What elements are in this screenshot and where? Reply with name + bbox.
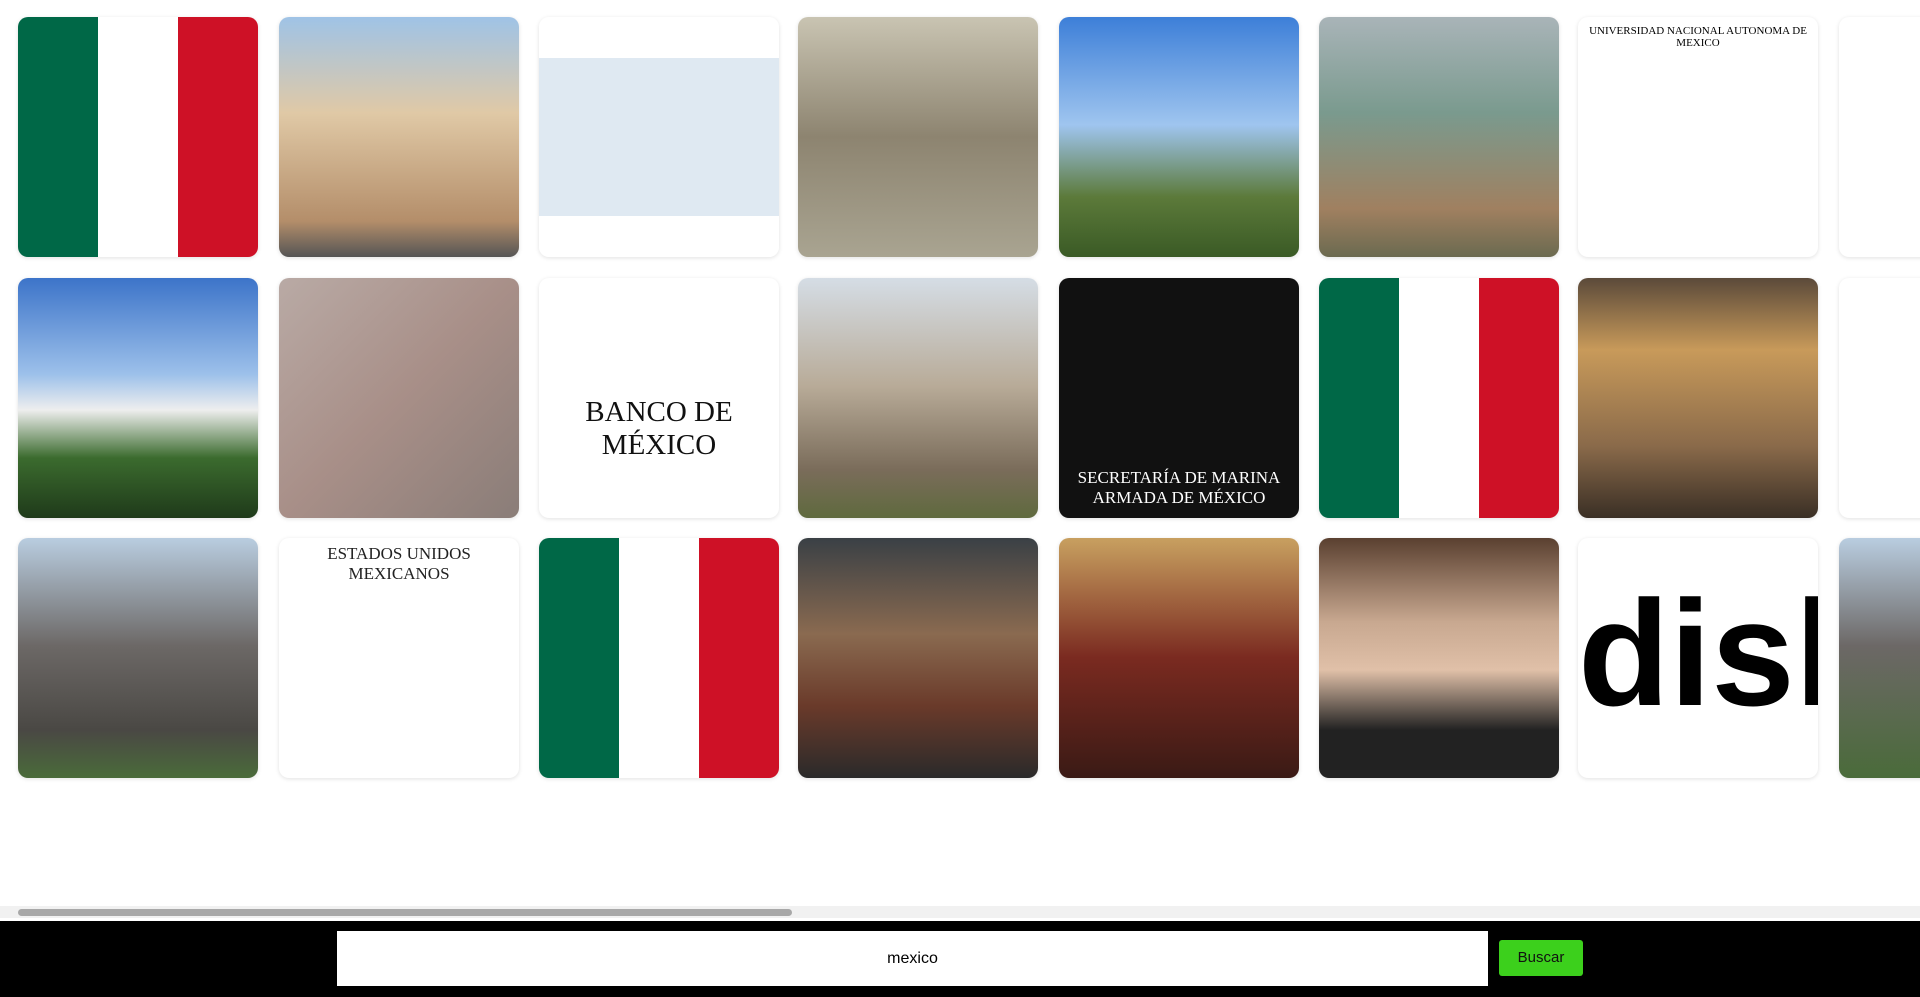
image-tile[interactable] bbox=[18, 538, 258, 778]
image-tile[interactable] bbox=[1839, 278, 1920, 518]
search-button[interactable]: Buscar bbox=[1499, 940, 1583, 976]
image-text: SECRETARÍA DE MARINA bbox=[1077, 468, 1281, 487]
image-tile[interactable] bbox=[1059, 17, 1299, 257]
image-text: dish bbox=[1578, 569, 1818, 737]
image-tile[interactable]: SECRETARÍA DE MARINA ARMADA DE MÉXICO bbox=[1059, 278, 1299, 518]
image-tile[interactable] bbox=[798, 17, 1038, 257]
image-tile[interactable] bbox=[279, 17, 519, 257]
image-tile[interactable] bbox=[1839, 538, 1920, 778]
image-text: BANCO DE MÉXICO bbox=[585, 396, 733, 461]
image-tile[interactable]: UNIVERSIDAD NACIONAL AUTONOMA DE MEXICO bbox=[1578, 17, 1818, 257]
search-input[interactable]: mexico bbox=[337, 931, 1488, 986]
image-tile[interactable] bbox=[539, 17, 779, 257]
image-text: ARMADA DE MÉXICO bbox=[1092, 488, 1266, 507]
image-tile[interactable] bbox=[1578, 278, 1818, 518]
scrollbar-thumb[interactable] bbox=[18, 909, 792, 916]
image-tile[interactable] bbox=[1319, 17, 1559, 257]
image-text: UNIVERSIDAD NACIONAL AUTONOMA DE MEXICO bbox=[1589, 25, 1807, 49]
image-tile[interactable] bbox=[18, 278, 258, 518]
image-text: ESTADOS UNIDOS MEXICANOS bbox=[327, 544, 471, 583]
image-tile[interactable] bbox=[18, 17, 258, 257]
image-tile[interactable]: BANCO DE MÉXICO bbox=[539, 278, 779, 518]
image-tile[interactable]: dish bbox=[1578, 538, 1818, 778]
image-tile[interactable] bbox=[1059, 538, 1299, 778]
image-tile[interactable] bbox=[1319, 278, 1559, 518]
image-tile[interactable] bbox=[1319, 538, 1559, 778]
image-tile[interactable] bbox=[1839, 17, 1920, 257]
image-tile[interactable] bbox=[539, 538, 779, 778]
image-tile[interactable] bbox=[798, 538, 1038, 778]
image-gallery: UNIVERSIDAD NACIONAL AUTONOMA DE MEXICO B… bbox=[18, 17, 1920, 778]
image-tile[interactable] bbox=[279, 278, 519, 518]
image-tile[interactable]: ESTADOS UNIDOS MEXICANOS bbox=[279, 538, 519, 778]
image-tile[interactable] bbox=[798, 278, 1038, 518]
